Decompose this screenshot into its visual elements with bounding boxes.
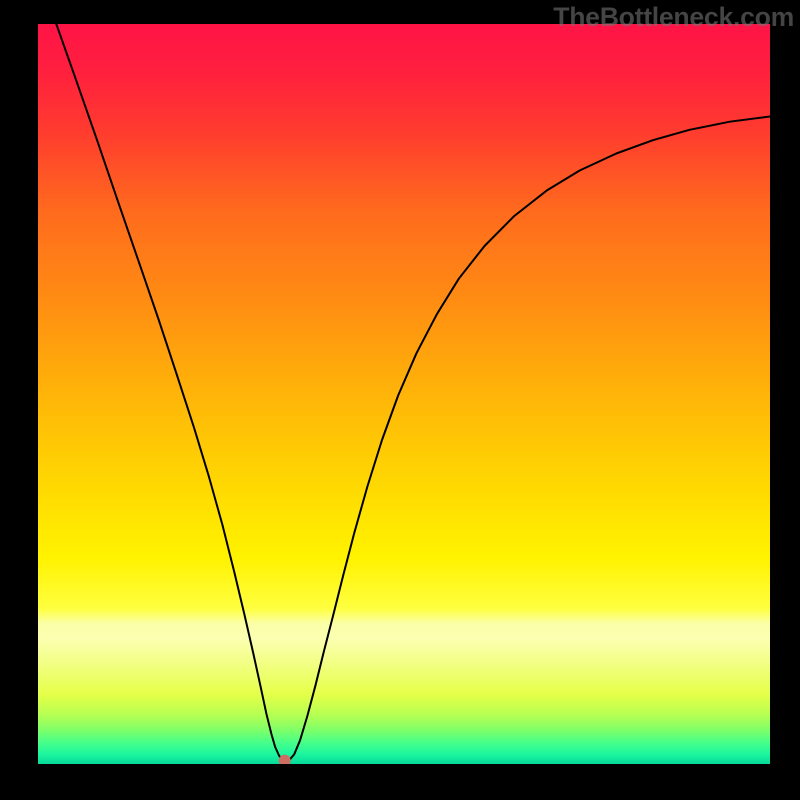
chart-stage: TheBottleneck.com: [0, 0, 800, 800]
background-gradient: [38, 24, 770, 764]
watermark-label: TheBottleneck.com: [553, 2, 794, 33]
plot-area: [38, 24, 770, 764]
